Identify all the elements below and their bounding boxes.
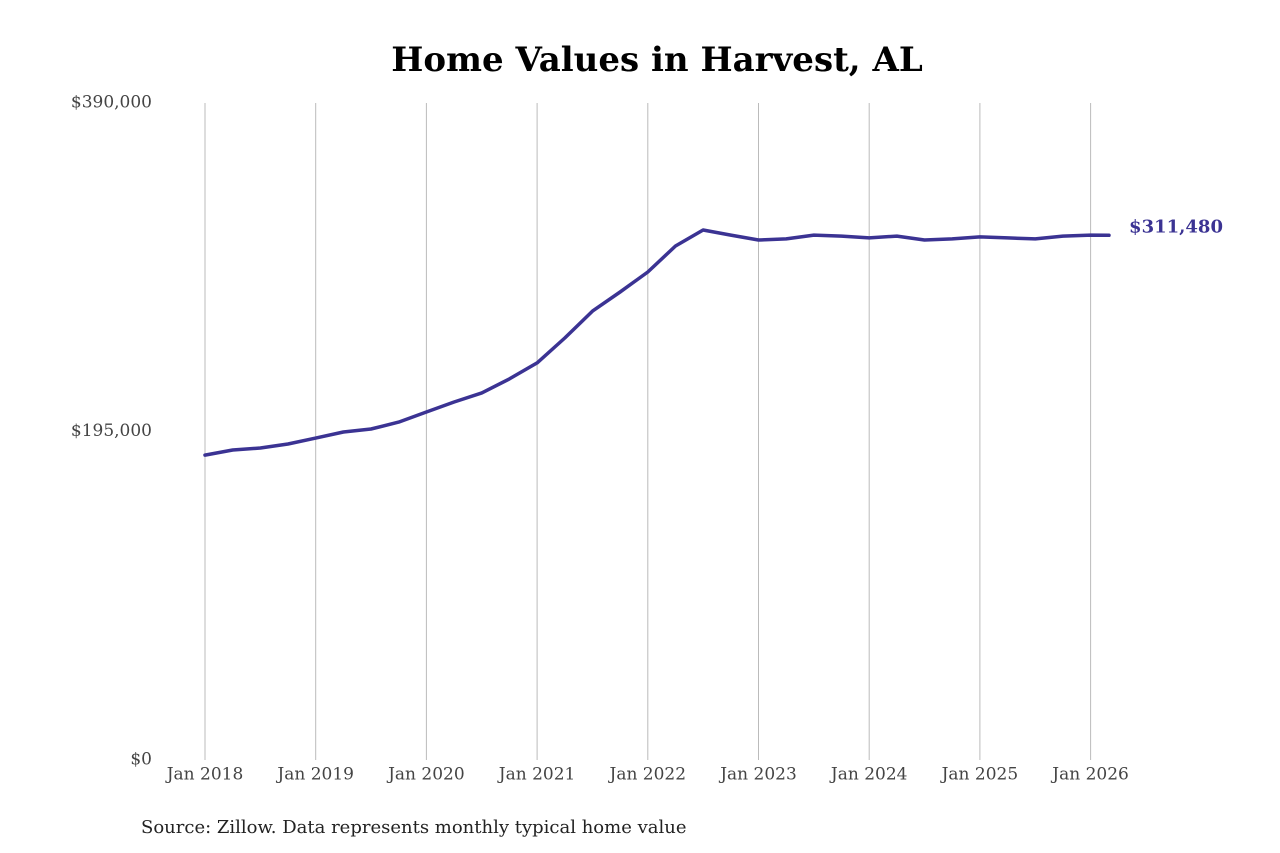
x-tick-label: Jan 2019	[275, 765, 354, 785]
x-tick-label: Jan 2024	[829, 765, 908, 785]
y-tick-label: $0	[130, 750, 152, 770]
source-note: Source: Zillow. Data represents monthly …	[141, 817, 687, 838]
x-tick-label: Jan 2025	[940, 765, 1019, 785]
x-tick-label: Jan 2023	[718, 765, 797, 785]
y-tick-label: $195,000	[71, 421, 152, 441]
x-tick-label: Jan 2022	[608, 765, 687, 785]
x-tick-label: Jan 2018	[165, 765, 244, 785]
value-label: $311,480	[1129, 216, 1223, 237]
x-tick-label: Jan 2021	[497, 765, 576, 785]
chart-title: Home Values in Harvest, AL	[391, 40, 923, 80]
x-tick-label: Jan 2020	[386, 765, 465, 785]
x-tick-label: Jan 2026	[1050, 765, 1129, 785]
line	[203, 228, 1111, 457]
y-tick-label: $390,000	[71, 93, 152, 113]
